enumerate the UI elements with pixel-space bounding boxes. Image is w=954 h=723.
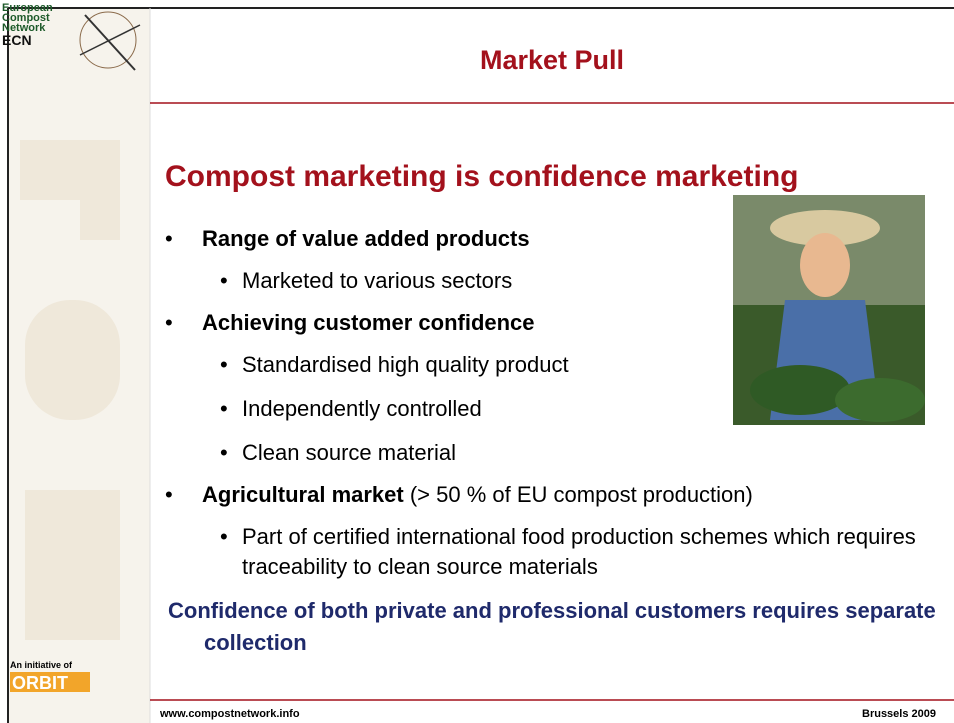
bullet-text: Range of value added products [202, 226, 530, 251]
sub-list: Part of certified international food pro… [165, 522, 945, 582]
sub-bullet: Standardised high quality product [165, 350, 945, 380]
bullet: Range of value added products [165, 226, 945, 252]
logo-text: European Compost Network ECN [2, 3, 53, 47]
bullet-note: (> 50 % of EU compost production) [410, 482, 753, 507]
sub-bullet: Independently controlled [165, 394, 945, 424]
footer-date: Brussels 2009 [862, 708, 936, 720]
slide: European Compost Network ECN Market Pull… [0, 0, 954, 723]
sub-bullet: Clean source material [165, 438, 945, 468]
sub-bullet: Marketed to various sectors [165, 266, 945, 296]
heading: Compost marketing is confidence marketin… [165, 160, 798, 194]
bullet-text: Agricultural market [202, 482, 404, 507]
sub-bullet: Part of certified international food pro… [165, 522, 945, 582]
initiative: An initiative of [10, 660, 72, 670]
orbit: ORBIT [12, 673, 68, 694]
logo-line: ECN [2, 33, 53, 47]
footer-url: www.compostnetwork.info [160, 708, 300, 720]
bullet-list: Range of value added products Marketed to… [165, 218, 945, 596]
bullet-text: Achieving customer confidence [202, 310, 535, 335]
sub-list: Standardised high quality product Indepen… [165, 350, 945, 468]
conclusion: Confidence of both private and professio… [168, 595, 954, 659]
title: Market Pull [150, 45, 954, 76]
bullet: Agricultural market (> 50 % of EU compos… [165, 482, 945, 508]
bullet: Achieving customer confidence [165, 310, 945, 336]
sub-list: Marketed to various sectors [165, 266, 945, 296]
